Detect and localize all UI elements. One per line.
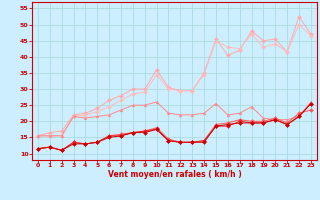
X-axis label: Vent moyen/en rafales ( km/h ): Vent moyen/en rafales ( km/h ) — [108, 170, 241, 179]
